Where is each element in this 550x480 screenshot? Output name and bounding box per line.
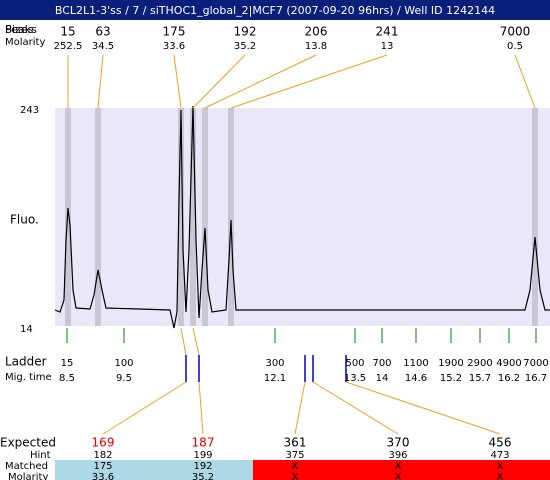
peak-size: 241 <box>376 25 399 39</box>
peak-link <box>514 54 536 109</box>
expected-value: 370 <box>387 436 410 450</box>
peak-link <box>204 54 317 109</box>
ladder-size: 700 <box>372 358 391 369</box>
hint-value: 396 <box>388 450 407 461</box>
peak-molarity: 0.5 <box>507 41 523 52</box>
y-axis-label: Fluo. <box>10 213 39 227</box>
peak-link <box>97 54 104 109</box>
expected-markers <box>185 355 347 382</box>
peak-molarity: 13 <box>381 41 394 52</box>
ladder-size: 1900 <box>438 358 463 369</box>
ladder-size: 7000 <box>523 358 548 369</box>
ladder-size: 4900 <box>496 358 521 369</box>
ladder-mig-time: 13.5 <box>344 373 366 384</box>
ladder-mig-time: 14 <box>376 373 389 384</box>
peak-molarity: 35.2 <box>234 41 256 52</box>
ladder-mig-time: 9.5 <box>116 373 132 384</box>
ladder-mig-time: 12.1 <box>264 373 286 384</box>
peak-link <box>192 54 246 109</box>
peak-band <box>190 108 196 326</box>
molarity-label: Molarity <box>5 37 45 48</box>
matched-molarity: 33.6 <box>92 472 114 480</box>
matched-value: X <box>395 461 402 472</box>
ladder-size: 2900 <box>467 358 492 369</box>
ladder-size: 100 <box>114 358 133 369</box>
peak-link <box>230 54 388 109</box>
peak-link <box>173 54 182 109</box>
y-max-label: 243 <box>20 105 39 116</box>
peak-molarity: 252.5 <box>54 41 83 52</box>
ladder-label: Ladder <box>5 355 47 369</box>
expected-value: 361 <box>284 436 307 450</box>
matched-value: 192 <box>193 461 212 472</box>
hint-value: 182 <box>93 450 112 461</box>
matched-band <box>55 460 253 480</box>
expected-label: Expected <box>0 436 56 450</box>
ladder-mig-time: 15.7 <box>469 373 491 384</box>
matched-value: 175 <box>93 461 112 472</box>
matched-value: X <box>292 461 299 472</box>
sizes-label: Sizes <box>5 23 34 36</box>
peak-size: 206 <box>305 25 328 39</box>
peak-size: 192 <box>234 25 257 39</box>
peak-molarity: 34.5 <box>92 41 114 52</box>
y-min-label: 14 <box>20 324 33 335</box>
peak-band <box>95 108 101 326</box>
peak-band <box>228 108 234 326</box>
peak-size: 7000 <box>500 25 531 39</box>
title-bar <box>0 0 550 20</box>
peak-band <box>202 108 208 326</box>
mig-time-label: Mig. time <box>5 372 52 383</box>
peak-band <box>532 108 538 326</box>
peak-molarity: 13.8 <box>305 41 327 52</box>
matched-molarity: X <box>497 472 504 480</box>
peaks-label: Peaks <box>5 23 37 36</box>
matched-value: X <box>497 461 504 472</box>
peak-molarity: 33.6 <box>163 41 185 52</box>
ladder-size: 1100 <box>403 358 428 369</box>
hint-value: 375 <box>285 450 304 461</box>
ladder-mig-time: 14.6 <box>405 373 427 384</box>
hint-value: 199 <box>193 450 212 461</box>
ladder-mig-time: 16.2 <box>498 373 520 384</box>
ladder-mig-time: 8.5 <box>59 373 75 384</box>
peak-size: 15 <box>60 25 75 39</box>
matched-label: Matched <box>5 461 48 472</box>
ladder-size: 15 <box>61 358 74 369</box>
expected-value: 456 <box>489 436 512 450</box>
matched-molarity: X <box>292 472 299 480</box>
expected-value: 187 <box>192 436 215 450</box>
trace <box>54 105 550 329</box>
peak-size: 175 <box>163 25 186 39</box>
expected-value: 169 <box>92 436 115 450</box>
ladder-mig-time: 16.7 <box>525 373 547 384</box>
unmatched-band <box>253 460 550 480</box>
match-lines <box>102 327 501 435</box>
hint-label: Hint <box>30 450 51 461</box>
plot-area <box>55 108 550 326</box>
peak-size: 63 <box>95 25 110 39</box>
expected-molarity-label: Molarity <box>8 472 48 480</box>
matched-molarity: X <box>395 472 402 480</box>
hint-value: 473 <box>490 450 509 461</box>
ladder-size: 300 <box>265 358 284 369</box>
ladder-size: 500 <box>345 358 364 369</box>
title: BCL2L1-3'ss / 7 / siTHOC1_global_2|MCF7 … <box>55 4 495 17</box>
peak-band <box>178 108 184 326</box>
matched-molarity: 35.2 <box>192 472 214 480</box>
ladder-mig-time: 15.2 <box>440 373 462 384</box>
